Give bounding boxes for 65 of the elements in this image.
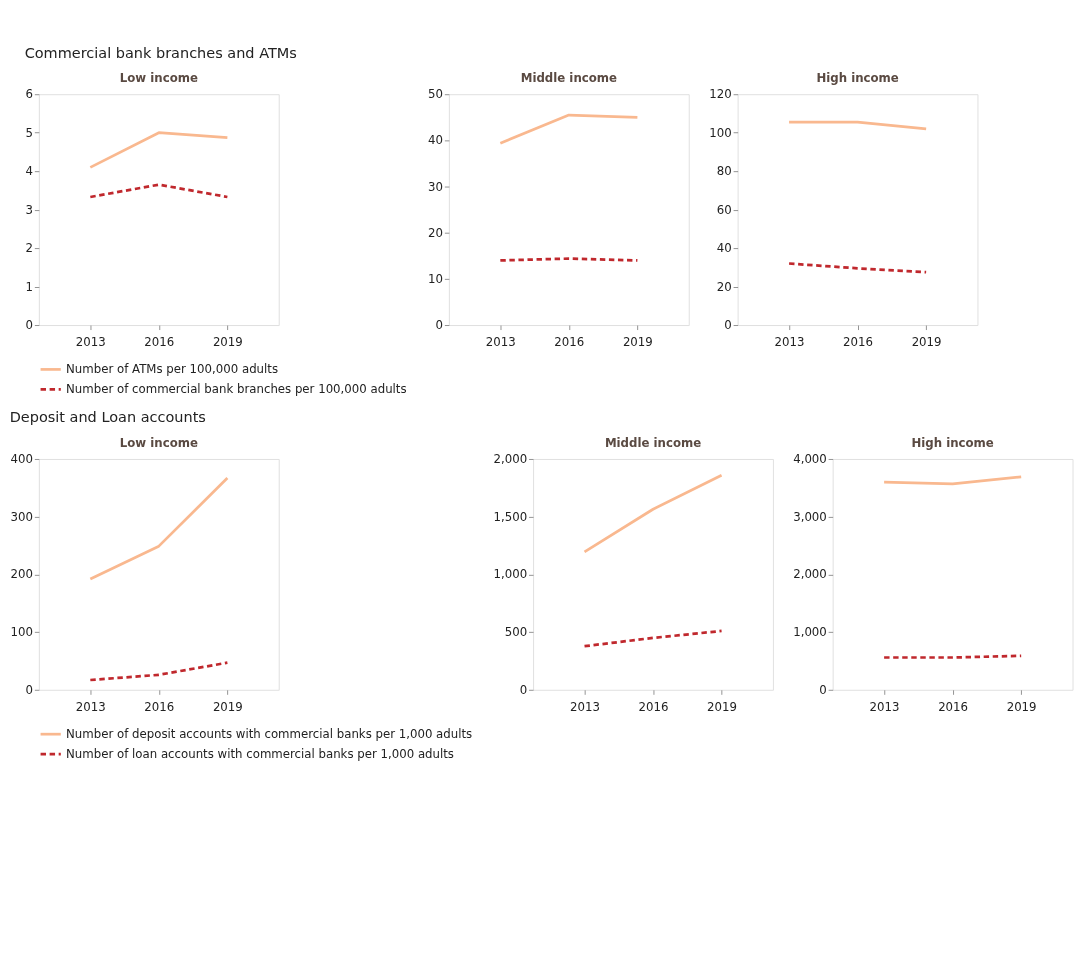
y-tick-label: 30 <box>428 179 444 194</box>
y-tick-label: 300 <box>10 509 34 524</box>
legend-label: Number of ATMs per 100,000 adults <box>66 362 279 377</box>
y-tick-label: 200 <box>10 567 34 582</box>
y-tick-label: 4 <box>25 164 34 179</box>
x-tick-label: 2019 <box>911 335 942 350</box>
x-tick-label: 2019 <box>1006 700 1037 715</box>
x-tick-label: 2019 <box>212 335 243 350</box>
y-tick-label: 100 <box>709 125 732 140</box>
y-tick-label: 0 <box>819 682 827 697</box>
legend-label: Number of commercial bank branches per 100,000 adults <box>66 381 407 396</box>
y-tick-label: 100 <box>10 625 34 640</box>
y-tick-label: 0 <box>435 318 444 333</box>
y-tick-label: 80 <box>716 164 732 179</box>
chart-title: Low income <box>119 436 198 451</box>
x-tick-label: 2019 <box>622 335 653 350</box>
chart-title: Low income <box>119 71 198 86</box>
y-tick-label: 1,000 <box>493 567 528 582</box>
x-tick-label: 2016 <box>638 700 669 715</box>
y-tick-label: 10 <box>428 271 444 286</box>
chart-title: High income <box>816 71 899 86</box>
y-tick-label: 2,000 <box>793 567 827 582</box>
y-tick-label: 20 <box>716 279 732 294</box>
x-tick-label: 2019 <box>212 700 243 715</box>
y-tick-label: 60 <box>716 202 732 217</box>
y-tick-label: 3 <box>25 202 34 217</box>
y-tick-label: 1,500 <box>493 509 528 524</box>
x-tick-label: 2016 <box>144 700 175 715</box>
x-tick-label: 2013 <box>869 700 900 715</box>
y-tick-label: 40 <box>716 241 732 256</box>
y-tick-label: 2 <box>25 241 34 256</box>
x-tick-label: 2016 <box>938 700 969 715</box>
legend-label: Number of deposit accounts with commercial banks per 1,000 adults <box>66 726 473 741</box>
y-tick-label: 1,000 <box>793 625 827 640</box>
x-tick-label: 2013 <box>774 335 805 350</box>
y-tick-label: 4,000 <box>793 452 827 467</box>
x-tick-label: 2013 <box>75 700 106 715</box>
y-tick-label: 5 <box>25 125 34 140</box>
y-tick-label: 0 <box>519 682 528 697</box>
chart-title: High income <box>911 436 994 451</box>
legend-label: Number of loan accounts with commercial banks per 1,000 adults <box>66 746 455 761</box>
x-tick-label: 2013 <box>570 700 600 715</box>
y-tick-label: 20 <box>428 225 444 240</box>
y-tick-label: 2,000 <box>493 452 528 467</box>
y-tick-label: 1 <box>25 279 34 294</box>
chart-title: Middle income <box>604 436 702 451</box>
text: Commercial bank branches and ATMs <box>24 44 297 61</box>
y-tick-label: 400 <box>10 452 34 467</box>
x-tick-label: 2013 <box>75 335 106 350</box>
y-tick-label: 0 <box>25 682 34 697</box>
y-tick-label: 3,000 <box>793 509 827 524</box>
y-tick-label: 500 <box>504 625 528 640</box>
y-tick-label: 0 <box>724 318 732 333</box>
x-tick-label: 2016 <box>554 335 585 350</box>
x-tick-label: 2019 <box>707 700 737 715</box>
y-tick-label: 120 <box>709 87 732 102</box>
x-tick-label: 2016 <box>843 335 874 350</box>
y-tick-label: 0 <box>25 318 34 333</box>
y-tick-label: 40 <box>428 133 444 148</box>
text: Deposit and Loan accounts <box>9 409 206 426</box>
x-tick-label: 2013 <box>485 335 516 350</box>
y-tick-label: 6 <box>25 87 34 102</box>
chart-title: Middle income <box>520 71 618 86</box>
y-tick-label: 50 <box>428 87 444 102</box>
x-tick-label: 2016 <box>144 335 175 350</box>
